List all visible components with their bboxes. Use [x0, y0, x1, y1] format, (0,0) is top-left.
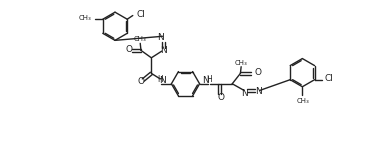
- Text: N: N: [159, 76, 166, 85]
- Text: O: O: [137, 77, 144, 86]
- Text: CH₃: CH₃: [78, 15, 91, 21]
- Text: O: O: [126, 45, 132, 54]
- Text: CH₃: CH₃: [297, 98, 309, 104]
- Text: N: N: [203, 76, 209, 85]
- Text: N: N: [157, 32, 164, 42]
- Text: N: N: [241, 89, 247, 98]
- Text: H: H: [206, 75, 212, 84]
- Text: H: H: [157, 75, 163, 84]
- Text: CH₃: CH₃: [134, 36, 147, 42]
- Text: Cl: Cl: [137, 10, 145, 18]
- Text: O: O: [218, 93, 225, 102]
- Text: Cl: Cl: [325, 74, 334, 83]
- Text: CH₃: CH₃: [235, 60, 247, 66]
- Text: N: N: [256, 87, 262, 96]
- Text: N: N: [161, 46, 167, 55]
- Text: O: O: [254, 68, 261, 77]
